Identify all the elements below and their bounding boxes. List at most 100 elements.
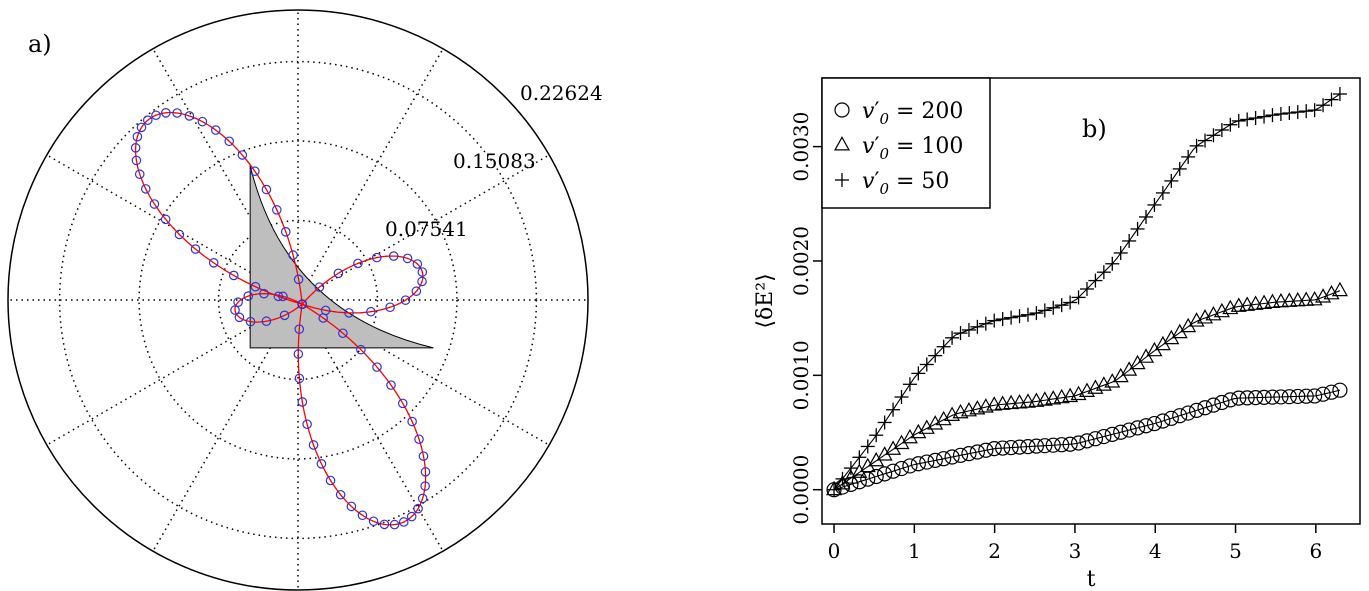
- marker-circle: [1087, 431, 1104, 447]
- marker-triangle: [1247, 295, 1264, 310]
- marker-circle: [927, 452, 943, 468]
- marker-triangle: [1003, 394, 1020, 410]
- radial-grid-circle: [138, 140, 458, 460]
- marker-circle: [1332, 382, 1348, 398]
- marker-triangle: [1011, 394, 1028, 409]
- marker-plus: [1316, 98, 1331, 113]
- marker-plus: [1257, 109, 1272, 124]
- polar-marker: [280, 227, 291, 237]
- legend-symbols: [833, 102, 851, 187]
- polar-marker: [149, 199, 160, 209]
- marker-plus: [911, 366, 926, 381]
- polar-marker: [259, 288, 269, 299]
- polar-marker: [297, 299, 308, 310]
- polar-marker: [293, 274, 304, 285]
- marker-triangle: [1230, 297, 1247, 312]
- marker-circle: [978, 442, 994, 458]
- marker-circle: [1264, 389, 1281, 405]
- marker-plus: [835, 173, 849, 187]
- marker-circle: [868, 468, 884, 485]
- marker-triangle: [1053, 388, 1070, 404]
- marker-triangle: [833, 136, 851, 151]
- polar-marker: [402, 253, 413, 264]
- marker-circle: [1307, 388, 1323, 404]
- marker-plus: [1139, 209, 1154, 224]
- marker-circle: [893, 460, 910, 477]
- marker-circle: [1020, 439, 1036, 455]
- polar-marker: [197, 116, 208, 127]
- marker-circle: [1138, 418, 1154, 434]
- marker-circle: [1028, 438, 1044, 454]
- marker-circle: [1214, 394, 1230, 411]
- y-axis-label: ⟨δE²⟩: [753, 273, 778, 328]
- marker-plus: [1265, 108, 1280, 123]
- marker-circle: [1239, 390, 1255, 406]
- marker-circle: [1231, 390, 1247, 406]
- polar-marker: [353, 258, 363, 269]
- marker-plus: [970, 319, 985, 334]
- plot-frame: [821, 77, 1361, 525]
- radial-grid-circle: [58, 60, 538, 540]
- polar-marker: [411, 286, 422, 297]
- marker-plus: [1071, 290, 1086, 305]
- marker-circle: [885, 463, 901, 479]
- polar-marker: [389, 519, 400, 530]
- polar-marker: [184, 111, 195, 121]
- polar-marker: [151, 110, 161, 121]
- polar-marker: [208, 258, 219, 268]
- polar-marker: [308, 440, 319, 450]
- marker-circle: [1281, 389, 1297, 405]
- marker-plus: [1231, 113, 1246, 128]
- marker-circle: [936, 451, 952, 467]
- polar-marker: [406, 511, 417, 522]
- polar-marker: [356, 344, 366, 355]
- marker-triangle: [1028, 392, 1045, 407]
- marker-triangle: [1256, 294, 1273, 309]
- polar-marker: [333, 268, 344, 279]
- marker-plus: [1299, 104, 1314, 119]
- polar-marker: [372, 362, 382, 372]
- marker-circle: [1298, 388, 1314, 404]
- marker-circle: [1054, 437, 1070, 453]
- marker-plus: [1096, 265, 1111, 280]
- marker-circle: [1180, 405, 1196, 421]
- marker-plus: [1079, 281, 1094, 296]
- marker-circle: [969, 444, 985, 460]
- marker-triangle: [1298, 291, 1315, 306]
- marker-circle: [1113, 424, 1129, 440]
- polar-marker: [140, 184, 151, 194]
- polar-marker: [302, 419, 312, 430]
- radial-tick-label: 0.15083: [453, 149, 536, 173]
- marker-circle: [1096, 428, 1112, 445]
- marker-triangle: [1331, 281, 1348, 297]
- marker-circle: [877, 466, 893, 482]
- marker-circle: [1037, 438, 1053, 454]
- marker-circle: [1323, 384, 1340, 400]
- marker-plus: [860, 439, 875, 454]
- marker-circle: [1273, 389, 1289, 405]
- polar-marker: [414, 434, 424, 445]
- polar-marker: [335, 489, 346, 500]
- series-line: [833, 290, 1341, 491]
- polar-marker: [293, 349, 304, 359]
- marker-plus: [1155, 185, 1170, 200]
- marker-plus: [1223, 117, 1238, 132]
- marker-plus: [852, 450, 867, 465]
- marker-circle: [1315, 386, 1331, 402]
- polar-marker: [400, 295, 411, 305]
- marker-circle: [1011, 439, 1028, 455]
- x-tick-label: 1: [908, 539, 921, 563]
- marker-plus: [1012, 309, 1027, 324]
- marker-plus: [1113, 245, 1128, 260]
- marker-triangle: [1045, 390, 1062, 405]
- polar-marker: [368, 516, 379, 527]
- radial-tick-labels: 0.07541 0.15083 0.22624: [385, 81, 603, 241]
- panel-label-b: b): [1082, 115, 1107, 143]
- marker-triangle: [918, 419, 935, 434]
- marker-plus: [953, 326, 968, 341]
- polar-marker: [379, 519, 390, 530]
- marker-circle: [1121, 422, 1137, 438]
- marker-circle: [1248, 390, 1264, 406]
- marker-circle: [1163, 410, 1179, 426]
- marker-circle: [919, 454, 935, 470]
